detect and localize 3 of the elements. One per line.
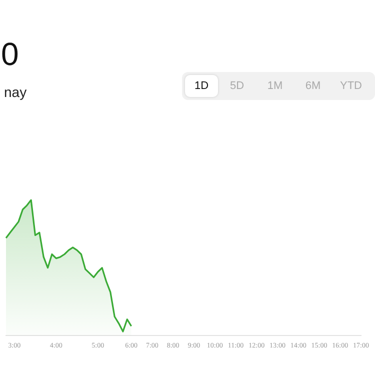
chart-title: 0 [1, 36, 19, 73]
time-range-tabs: 1D 5D 1M 6M YTD [182, 72, 375, 100]
chart-subtitle: nay [4, 84, 27, 100]
